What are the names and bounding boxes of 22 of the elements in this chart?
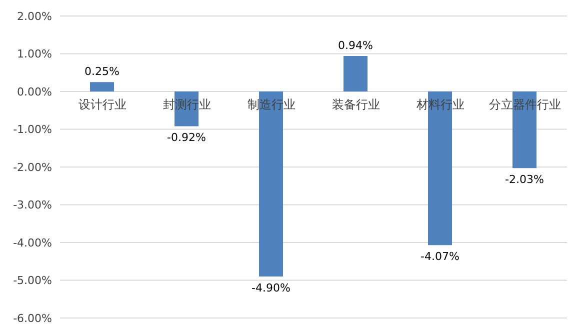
data-label: -4.07% [420,250,460,264]
bar [344,56,368,92]
y-tick-label: -2.00% [13,160,52,174]
data-label: -2.03% [505,173,544,186]
y-tick-label: -4.00% [13,236,52,250]
y-tick-label: -1.00% [13,123,52,136]
y-tick-label: -3.00% [13,198,52,212]
bar [259,92,283,276]
x-tick-label: 设计行业 [78,98,126,112]
data-label: 0.25% [84,65,120,78]
bar [428,92,452,246]
bar [90,82,114,92]
y-tick-label: -5.00% [13,274,52,288]
y-tick-label: 1.00% [17,48,52,61]
data-label: -4.90% [252,281,290,294]
x-tick-label: 装备行业 [332,98,380,112]
data-label: -0.92% [167,131,206,144]
y-tick-label: 2.00% [17,10,52,23]
bar [512,92,536,168]
data-label: 0.94% [338,39,373,52]
y-tick-label: 0.00% [17,85,52,98]
y-tick-label: -6.00% [13,312,52,325]
